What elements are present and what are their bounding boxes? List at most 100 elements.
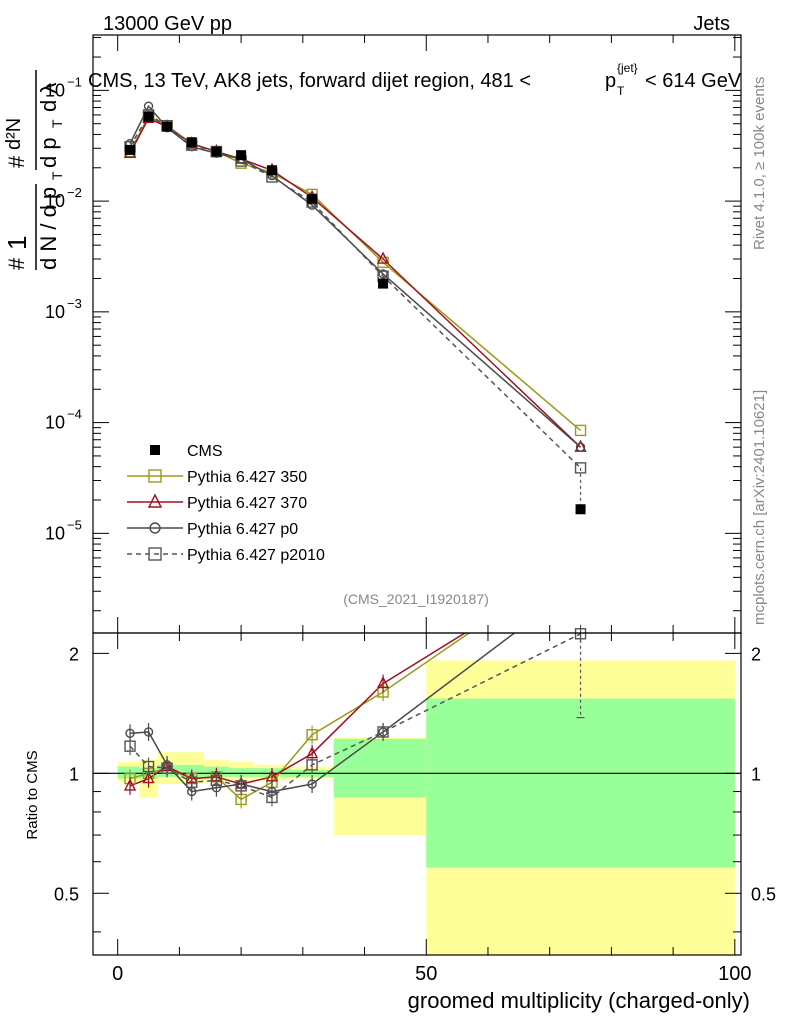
- ylabel-T: T: [49, 171, 65, 180]
- legend: CMS Pythia 6.427 350 Pythia 6.427 370 Pythi…: [127, 443, 325, 564]
- legend-label-0: Pythia 6.427 350: [187, 469, 307, 486]
- legend-marker-2: [149, 522, 161, 534]
- series-1-point-8: [376, 251, 390, 264]
- ytick-exp-1: −2: [67, 185, 82, 200]
- ratio-tick-label-2: 2: [69, 644, 79, 664]
- legend-cms-marker: [150, 445, 160, 455]
- title-main: CMS, 13 TeV, AK8 jets, forward dijet reg…: [88, 70, 531, 92]
- ytick-exp-0: −1: [67, 74, 82, 89]
- ylabel-dpT: d p: [36, 137, 61, 168]
- ratio-tick-label-right-1: 1: [751, 764, 761, 784]
- ratio-2-point-1: [143, 727, 154, 737]
- analysis-id: (CMS_2021_I1920187): [343, 591, 489, 607]
- series-line-1: [129, 117, 582, 448]
- header-right: Jets: [693, 13, 730, 35]
- ylabel-dl: d λ: [36, 83, 61, 112]
- series-2-point-9: [575, 442, 586, 452]
- mcplots-label: mcplots.cern.ch [arXiv:2401.10621]: [751, 390, 768, 625]
- plot-title: CMS, 13 TeV, AK8 jets, forward dijet reg…: [88, 61, 742, 98]
- ratio-tick-label-right-0: 0.5: [751, 884, 776, 904]
- ylabel-T2: T: [49, 119, 65, 128]
- legend-label-2: Pythia 6.427 p0: [187, 521, 298, 538]
- title-pt: p: [605, 70, 616, 92]
- cms-point-5: [236, 150, 247, 161]
- ytick-label-0: 10: [45, 80, 65, 100]
- series-2-point-8: [378, 269, 388, 279]
- xtick-label-1: 50: [415, 963, 437, 985]
- main-frame: [92, 34, 742, 634]
- ytick-exp-4: −5: [67, 517, 82, 532]
- ratio-3-point-5: [235, 780, 247, 792]
- ratio-0-point-7: [306, 729, 318, 741]
- legend-marker-3: [148, 547, 162, 561]
- ylabel-hash2: #: [4, 155, 29, 168]
- ytick-label-2: 10: [45, 302, 65, 322]
- ratio-3-point-7: [306, 759, 318, 771]
- ratio-3-point-0: [124, 740, 136, 752]
- ratio-1-point-6: [265, 769, 279, 782]
- cms-point-4: [211, 146, 222, 157]
- cms-point-3: [186, 137, 197, 148]
- series-3-point-9: [574, 462, 587, 474]
- ylabel-hash: #: [4, 257, 29, 270]
- ratio-tick-label-1: 1: [69, 764, 79, 784]
- ratio-3-point-1: [142, 760, 155, 773]
- xtick-label-2: 100: [718, 963, 751, 985]
- ratio-1-point-8: [376, 675, 390, 689]
- header-left: 13000 GeV pp: [103, 13, 232, 35]
- ratio-2-point-7: [307, 779, 317, 789]
- title-sup: {jet}: [617, 61, 638, 75]
- ratio-y-label: Ratio to CMS: [24, 750, 41, 839]
- ratio-3-point-8: [377, 726, 389, 738]
- legend-marker-0: [148, 469, 162, 483]
- cms-point-7: [307, 193, 318, 204]
- xtick-label-0: 0: [112, 963, 123, 985]
- title-sub: T: [617, 84, 625, 98]
- band-green-8: [333, 738, 427, 798]
- cms-point-2: [162, 121, 173, 132]
- ylabel-d2N: d²N: [3, 118, 25, 150]
- x-axis-label: groomed multiplicity (charged-only): [408, 988, 750, 1013]
- ratio-line-1: [129, 633, 467, 787]
- band-green-5: [228, 768, 254, 777]
- ratio-frame: [92, 632, 742, 956]
- ratio-3-point-4: [210, 774, 223, 787]
- ytick-label-4: 10: [45, 523, 65, 543]
- ratio-3-point-9: [574, 628, 587, 640]
- series-line-3: [129, 113, 582, 469]
- ytick-exp-3: −4: [67, 407, 82, 422]
- series-0-point-9: [574, 424, 587, 437]
- series-line-2: [129, 104, 582, 448]
- ytick-exp-2: −3: [67, 296, 82, 311]
- ratio-line-2: [129, 633, 516, 793]
- legend-cms-label: CMS: [187, 443, 223, 460]
- ratio-3-point-2: [161, 762, 173, 774]
- ratio-3-point-3: [186, 776, 198, 788]
- legend-marker-1: [147, 493, 163, 508]
- ytick-label-3: 10: [45, 413, 65, 433]
- cms-point-1: [143, 111, 154, 122]
- cms-point-6: [266, 165, 277, 176]
- band-green-0: [117, 766, 140, 779]
- ratio-1-point-1: [142, 771, 155, 784]
- legend-label-3: Pythia 6.427 p2010: [187, 547, 325, 564]
- ratio-tick-label-0: 0.5: [54, 884, 79, 904]
- cms-point-9: [575, 504, 586, 515]
- y-axis-label: # 1 d N / d p T # d²N d p T d λ: [2, 70, 65, 270]
- ytick-label-1: 10: [45, 191, 65, 211]
- cms-point-0: [125, 144, 136, 155]
- title-end: < 614 GeV: [645, 70, 742, 92]
- rivet-label: Rivet 4.1.0, ≥ 100k events: [751, 77, 768, 250]
- ylabel-one: 1: [2, 236, 32, 250]
- ratio-3-point-6: [266, 791, 278, 804]
- legend-label-1: Pythia 6.427 370: [187, 495, 307, 512]
- cms-point-8: [378, 278, 389, 289]
- ylabel-dN: d N / d p: [36, 187, 61, 270]
- band-green-9: [426, 698, 735, 868]
- ratio-line-3: [129, 633, 581, 799]
- ratio-tick-label-right-2: 2: [751, 644, 761, 664]
- ratio-line-0: [129, 633, 471, 801]
- ratio-1-point-0: [123, 778, 137, 791]
